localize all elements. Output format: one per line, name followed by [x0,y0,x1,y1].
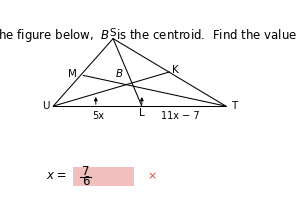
Text: M: M [68,69,77,79]
Text: K: K [172,65,178,75]
Text: T: T [231,101,237,111]
Text: 11x − 7: 11x − 7 [160,111,199,121]
Text: 7: 7 [82,165,89,178]
Text: 5x: 5x [92,111,104,121]
Text: S: S [110,28,116,38]
FancyBboxPatch shape [73,167,134,186]
Text: In the figure below,  $B$  is the centroid.  Find the value of $x$.: In the figure below, $B$ is the centroid… [0,27,297,44]
Text: L: L [139,108,145,118]
Text: ×: × [148,172,157,182]
Text: B: B [115,69,122,79]
Text: x =: x = [46,169,67,182]
Text: U: U [42,101,50,111]
Text: 6: 6 [82,175,89,188]
